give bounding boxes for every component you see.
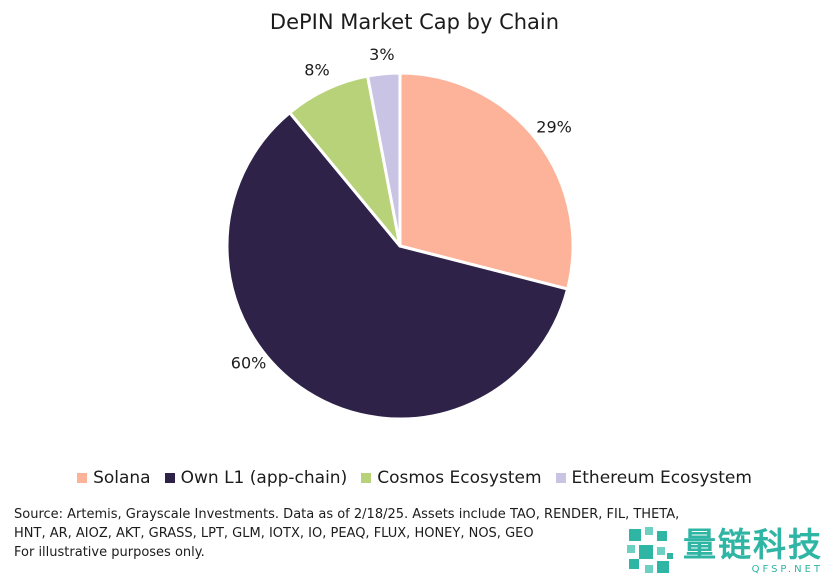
legend-item-cosmos: Cosmos Ecosystem bbox=[361, 468, 542, 488]
watermark-text-en: QFSP.NET bbox=[751, 563, 823, 575]
legend-item-solana: Solana bbox=[77, 468, 151, 488]
watermark-text: 量链科技 QFSP.NET bbox=[683, 524, 823, 575]
watermark-text-cn: 量链科技 bbox=[683, 524, 823, 564]
source-line-1: Source: Artemis, Grayscale Investments. … bbox=[14, 507, 680, 522]
pie-label-ethereum: 3% bbox=[369, 45, 394, 64]
qr-style-logo-icon bbox=[627, 527, 673, 573]
legend-swatch-solana bbox=[77, 473, 88, 483]
pie-slice-solana bbox=[398, 71, 575, 291]
pie-slice-ethereum bbox=[366, 71, 402, 248]
pie-slice-own-l1 bbox=[225, 111, 570, 421]
pie-label-own-l1: 60% bbox=[231, 353, 267, 372]
legend-label-ethereum: Ethereum Ecosystem bbox=[571, 468, 752, 488]
legend-item-ethereum: Ethereum Ecosystem bbox=[555, 468, 752, 488]
pie-label-cosmos: 8% bbox=[304, 61, 329, 80]
legend-swatch-cosmos bbox=[361, 473, 372, 483]
chart-title: DePIN Market Cap by Chain bbox=[269, 10, 560, 34]
legend-label-own-l1: Own L1 (app-chain) bbox=[180, 468, 348, 488]
pie-chart: 29% 60% 8% 3% bbox=[225, 45, 575, 421]
legend-swatch-ethereum bbox=[555, 473, 566, 483]
legend: Solana Own L1 (app-chain) Cosmos Ecosyst… bbox=[0, 468, 829, 488]
legend-item-own-l1: Own L1 (app-chain) bbox=[164, 468, 348, 488]
source-line-2: HNT, AR, AIOZ, AKT, GRASS, LPT, GLM, IOT… bbox=[14, 526, 534, 541]
source-line-3: For illustrative purposes only. bbox=[14, 545, 205, 560]
watermark: 量链科技 QFSP.NET bbox=[625, 525, 823, 575]
source-note: Source: Artemis, Grayscale Investments. … bbox=[14, 505, 680, 562]
pie-label-solana: 29% bbox=[536, 117, 572, 136]
legend-label-solana: Solana bbox=[93, 468, 151, 488]
legend-label-cosmos: Cosmos Ecosystem bbox=[377, 468, 542, 488]
legend-swatch-own-l1 bbox=[164, 473, 175, 483]
